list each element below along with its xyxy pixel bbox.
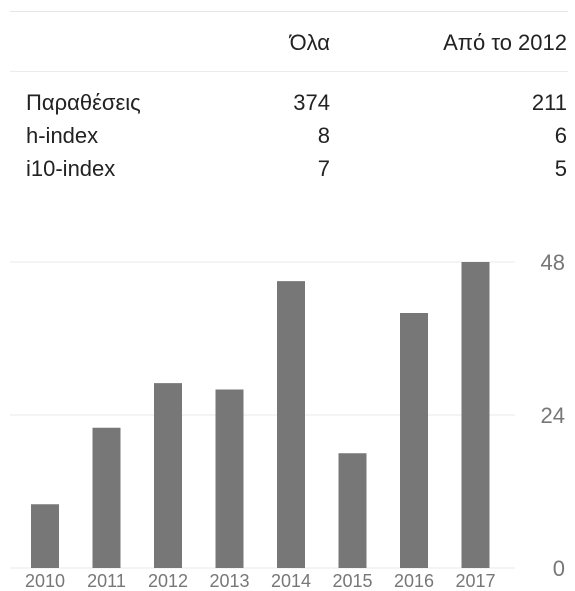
y-tick-label: 48 [541,250,565,275]
x-tick-label: 2011 [87,571,126,591]
bar-2010[interactable] [31,504,59,568]
bar-2017[interactable] [461,262,490,568]
stat-value-since: 5 [554,156,567,181]
bar-2014[interactable] [277,281,305,568]
header-divider [10,71,568,72]
y-tick-label: 0 [553,556,565,581]
bar-2013[interactable] [215,389,244,569]
bar-2012[interactable] [154,383,182,568]
column-header-since[interactable]: Από το 2012 [443,30,567,55]
x-tick-label: 2015 [332,571,372,591]
citations-bar-chart: 2010 2011 2012 2013 2014 2015 2016 2017 0 24 48 [0,200,575,591]
stat-row-h-index: h-index 8 6 [0,121,575,153]
x-tick-label: 2016 [394,571,434,591]
stat-value-all: 8 [317,123,330,148]
x-tick-label: 2017 [455,571,495,591]
bar-2016[interactable] [400,313,428,568]
stat-label[interactable]: h-index [26,123,99,148]
x-tick-label: 2013 [209,571,249,591]
column-header-all[interactable]: Όλα [289,30,330,55]
stat-label[interactable]: i10-index [26,156,116,181]
x-tick-label: 2012 [148,571,188,591]
y-tick-label: 24 [541,403,565,428]
bar-2011[interactable] [92,427,121,568]
stat-row-citations: Παραθέσεις 374 211 [0,88,575,120]
bar-2015[interactable] [338,453,367,568]
stat-value-all: 7 [317,156,330,181]
stat-value-all: 374 [293,90,330,115]
top-divider [10,11,568,12]
stat-label[interactable]: Παραθέσεις [26,90,141,115]
x-tick-label: 2014 [271,571,311,591]
chart-canvas: 2010 2011 2012 2013 2014 2015 2016 2017 0 24 48 [10,250,565,591]
stat-row-i10-index: i10-index 7 5 [0,154,575,186]
stat-value-since: 211 [531,90,567,115]
stat-value-since: 6 [554,123,567,148]
x-tick-label: 2010 [25,571,65,591]
